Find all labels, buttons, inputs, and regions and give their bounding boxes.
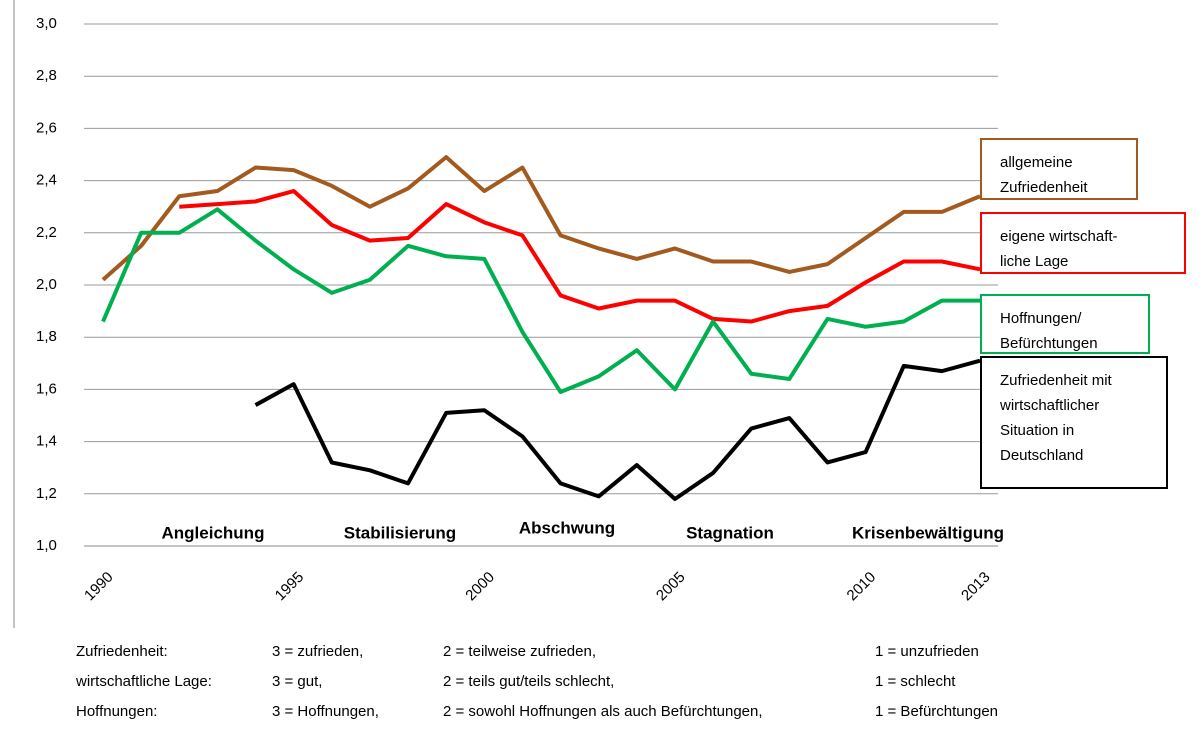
scale-note: 3 = gut, <box>272 673 323 690</box>
y-tick-label: 2,6 <box>36 119 57 136</box>
y-tick-label: 1,2 <box>36 485 57 502</box>
y-tick-label: 1,0 <box>36 537 57 554</box>
scale-note: 3 = zufrieden, <box>272 643 364 660</box>
y-tick-label: 1,6 <box>36 380 57 397</box>
phase-label: Abschwung <box>519 518 615 537</box>
scale-note: 1 = schlecht <box>875 673 956 690</box>
x-tick-label: 2013 <box>958 569 994 605</box>
y-tick-label: 1,8 <box>36 328 57 345</box>
y-tick-label: 1,4 <box>36 433 57 450</box>
scale-note: 1 = unzufrieden <box>875 643 979 660</box>
scale-note: Zufriedenheit: <box>76 643 168 660</box>
y-tick-label: 3,0 <box>36 15 57 32</box>
legend-entry: eigene wirtschaft- liche Lage <box>980 212 1186 274</box>
x-tick-label: 2010 <box>844 569 880 605</box>
legend-entry: Hoffnungen/ Befürchtungen <box>980 294 1150 354</box>
phase-label: Stagnation <box>686 523 774 542</box>
phase-label: Krisenbewältigung <box>852 523 1004 542</box>
y-tick-label: 2,8 <box>36 67 57 84</box>
scale-note: wirtschaftliche Lage: <box>76 673 212 690</box>
legend-entry: allgemeine Zufriedenheit <box>980 138 1138 200</box>
series-line <box>179 189 981 324</box>
y-tick-label: 2,4 <box>36 172 57 189</box>
x-tick-label: 1995 <box>272 569 308 605</box>
scale-note: Hoffnungen: <box>76 703 158 720</box>
series-line <box>101 155 981 282</box>
legend-entry: Zufriedenheit mit wirtschaftlicher Situa… <box>980 356 1168 489</box>
scale-note: 1 = Befürchtungen <box>875 703 999 720</box>
scale-note: 2 = sowohl Hoffnungen als auch Befürchtu… <box>443 703 763 720</box>
scale-note: 2 = teils gut/teils schlecht, <box>443 673 615 690</box>
series-line <box>101 207 980 395</box>
phase-label: Stabilisierung <box>344 523 456 542</box>
x-tick-label: 1990 <box>81 569 117 605</box>
x-tick-label: 2005 <box>653 569 689 605</box>
scale-note: 2 = teilweise zufrieden, <box>443 643 597 660</box>
phase-label: Angleichung <box>162 523 265 542</box>
scale-note: 3 = Hoffnungen, <box>272 703 379 720</box>
y-tick-label: 2,2 <box>36 224 57 241</box>
series-line <box>254 358 981 502</box>
y-tick-label: 2,0 <box>36 276 57 293</box>
x-tick-label: 2000 <box>462 569 498 605</box>
